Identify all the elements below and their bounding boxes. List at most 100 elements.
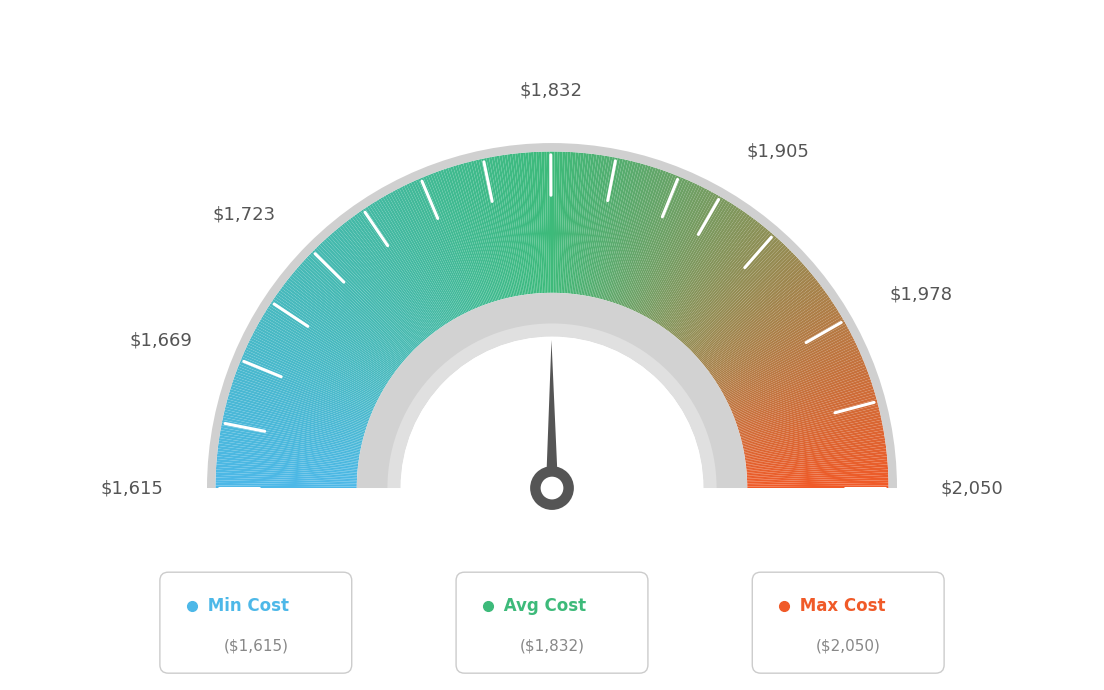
Wedge shape [739, 389, 874, 432]
Wedge shape [608, 166, 651, 302]
Wedge shape [246, 345, 375, 406]
Wedge shape [229, 394, 364, 435]
Wedge shape [518, 153, 533, 294]
Wedge shape [388, 193, 458, 317]
Wedge shape [416, 179, 475, 310]
Wedge shape [746, 451, 887, 468]
Wedge shape [743, 422, 882, 451]
Wedge shape [219, 441, 359, 462]
Wedge shape [288, 277, 400, 367]
Wedge shape [222, 420, 361, 450]
Wedge shape [341, 224, 432, 336]
Text: ($2,050): ($2,050) [816, 639, 881, 653]
Wedge shape [510, 154, 529, 295]
Wedge shape [242, 355, 373, 412]
Wedge shape [359, 211, 440, 328]
Wedge shape [650, 197, 723, 320]
Wedge shape [702, 273, 813, 365]
Wedge shape [672, 224, 763, 336]
Wedge shape [696, 259, 800, 357]
Wedge shape [571, 153, 586, 294]
Wedge shape [660, 208, 741, 326]
Wedge shape [718, 310, 839, 386]
Wedge shape [639, 187, 704, 314]
Wedge shape [583, 156, 607, 295]
Wedge shape [734, 366, 867, 419]
Wedge shape [700, 270, 809, 362]
Wedge shape [216, 459, 358, 473]
Wedge shape [618, 171, 669, 305]
Wedge shape [257, 324, 382, 394]
Wedge shape [587, 157, 615, 296]
Wedge shape [661, 210, 743, 328]
Wedge shape [381, 197, 454, 320]
Wedge shape [361, 210, 443, 328]
Wedge shape [236, 369, 370, 420]
Wedge shape [555, 152, 560, 293]
FancyBboxPatch shape [456, 572, 648, 673]
Wedge shape [282, 286, 396, 372]
Wedge shape [578, 155, 599, 295]
Wedge shape [270, 301, 390, 381]
Wedge shape [220, 433, 360, 457]
Wedge shape [296, 268, 404, 362]
Wedge shape [746, 459, 888, 473]
Wedge shape [251, 335, 378, 401]
Wedge shape [226, 400, 363, 438]
Wedge shape [426, 175, 480, 307]
Wedge shape [208, 143, 898, 488]
Wedge shape [259, 319, 383, 391]
Wedge shape [742, 412, 881, 446]
Wedge shape [694, 257, 799, 355]
Wedge shape [734, 369, 868, 420]
Wedge shape [675, 226, 764, 337]
Wedge shape [731, 352, 861, 411]
Wedge shape [625, 176, 681, 308]
Wedge shape [667, 216, 752, 331]
Wedge shape [318, 244, 417, 348]
Wedge shape [668, 217, 754, 332]
Wedge shape [320, 243, 418, 347]
Wedge shape [336, 228, 427, 339]
Text: $2,050: $2,050 [941, 479, 1004, 497]
Wedge shape [588, 157, 617, 297]
Wedge shape [388, 324, 716, 488]
Wedge shape [261, 317, 384, 390]
Wedge shape [321, 241, 420, 346]
Wedge shape [747, 472, 889, 480]
Text: $1,723: $1,723 [212, 206, 276, 224]
Wedge shape [520, 152, 535, 294]
Wedge shape [512, 153, 531, 294]
Wedge shape [657, 204, 734, 324]
Wedge shape [385, 195, 457, 319]
Text: Min Cost: Min Cost [202, 597, 289, 615]
Wedge shape [593, 159, 626, 297]
Wedge shape [747, 475, 889, 482]
Wedge shape [711, 293, 827, 376]
Wedge shape [743, 417, 882, 448]
Wedge shape [216, 456, 358, 471]
Wedge shape [597, 161, 633, 299]
Wedge shape [722, 324, 847, 394]
Wedge shape [665, 213, 747, 329]
Wedge shape [684, 241, 783, 346]
Wedge shape [615, 170, 664, 304]
Wedge shape [216, 462, 358, 474]
Wedge shape [671, 222, 761, 335]
Wedge shape [304, 259, 408, 357]
Wedge shape [396, 188, 464, 315]
Wedge shape [569, 152, 584, 294]
Wedge shape [478, 159, 511, 297]
Wedge shape [635, 184, 698, 312]
Wedge shape [220, 435, 359, 459]
Wedge shape [700, 268, 808, 362]
Wedge shape [729, 345, 858, 406]
Polygon shape [546, 340, 558, 505]
Wedge shape [222, 417, 361, 448]
Wedge shape [679, 232, 773, 341]
Wedge shape [215, 475, 357, 482]
Wedge shape [474, 160, 508, 298]
Wedge shape [428, 174, 481, 306]
Wedge shape [253, 331, 380, 398]
Wedge shape [539, 152, 545, 293]
